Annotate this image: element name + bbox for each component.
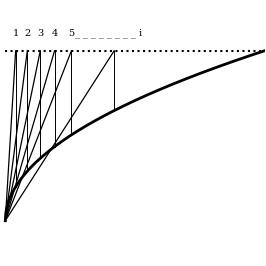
- Text: 4: 4: [51, 28, 58, 38]
- Text: _ _ _ _ _ _ _ _ i: _ _ _ _ _ _ _ _ i: [75, 28, 142, 38]
- Text: 1: 1: [13, 28, 19, 38]
- Text: 3: 3: [37, 28, 43, 38]
- Text: 2: 2: [24, 28, 30, 38]
- Text: 5: 5: [68, 28, 74, 38]
